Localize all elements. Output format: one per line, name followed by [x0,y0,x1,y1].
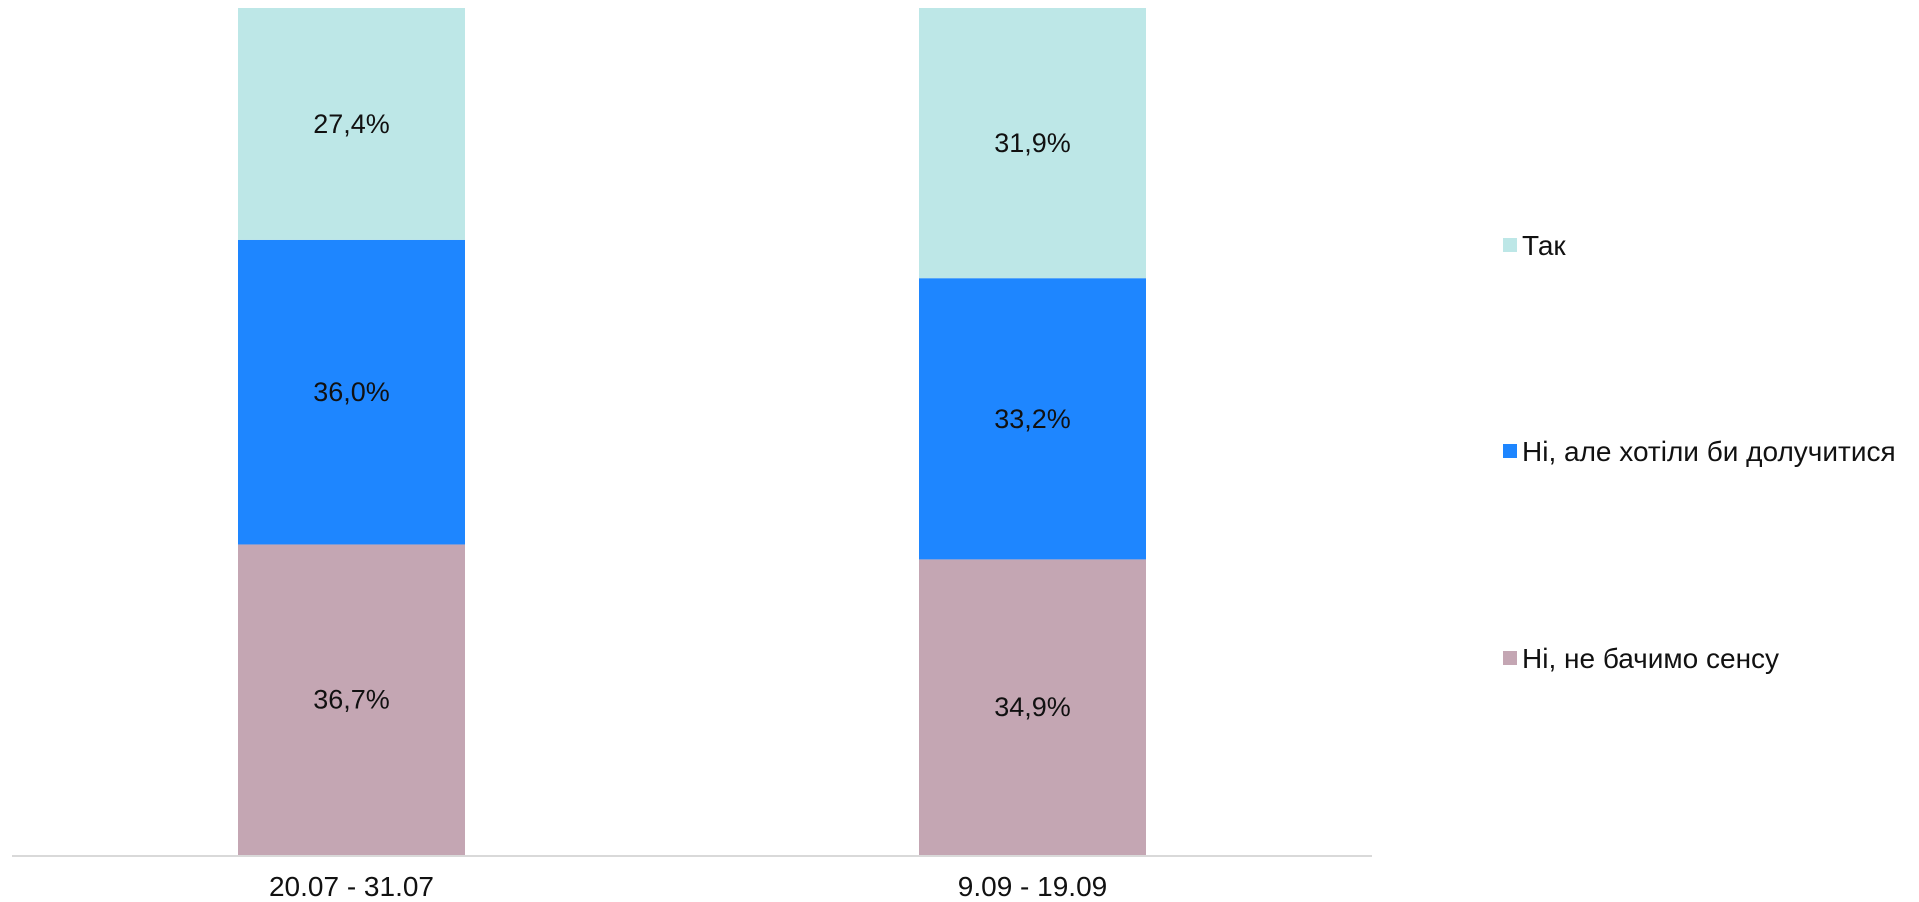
bar-segment [919,559,1146,855]
legend: Так Ні, але хотіли би долучитися Ні, не ба… [1503,230,1896,674]
legend-label: Ні, але хотіли би долучитися [1522,436,1896,467]
category-label: 9.09 - 19.09 [958,871,1107,902]
data-label: 36,7% [313,685,390,715]
data-label: 34,9% [994,692,1071,722]
legend-swatch [1503,238,1517,252]
bar-segment [919,8,1146,279]
legend-label: Так [1522,230,1566,261]
data-label: 33,2% [994,404,1071,434]
category-label: 20.07 - 31.07 [269,871,434,902]
category-labels: 20.07 - 31.07 9.09 - 19.09 [269,871,1107,902]
data-label: 31,9% [994,128,1071,158]
bar-segment [919,278,1146,560]
data-label: 27,4% [313,109,390,139]
legend-swatch [1503,651,1517,665]
bars-group: 36,7% 36,0% 27,4% 34,9% 33,2% 31,9% [238,8,1146,855]
data-label: 36,0% [313,377,390,407]
bar-segment [238,8,465,240]
bar-segment [238,544,465,855]
legend-label: Ні, не бачимо сенсу [1522,643,1779,674]
bar-segment [238,239,465,545]
legend-swatch [1503,444,1517,458]
